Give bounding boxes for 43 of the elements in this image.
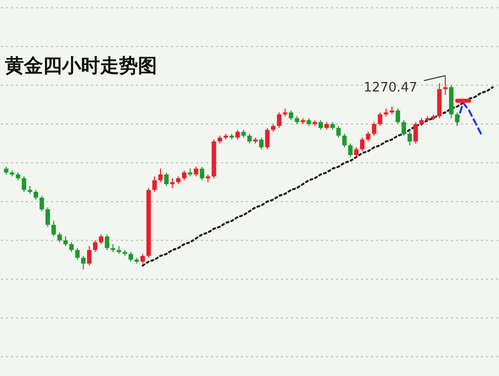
candlestick bbox=[259, 137, 264, 150]
candlestick bbox=[348, 142, 353, 158]
candlestick bbox=[98, 234, 104, 245]
candlestick bbox=[413, 122, 418, 144]
candlestick bbox=[92, 240, 98, 252]
candlestick bbox=[57, 232, 62, 243]
candlestick bbox=[182, 170, 186, 181]
candlestick bbox=[170, 178, 175, 188]
candlestick bbox=[128, 251, 134, 262]
candlestick bbox=[265, 127, 270, 150]
candlestick bbox=[81, 255, 86, 270]
candlestick bbox=[40, 195, 44, 212]
candlestick bbox=[288, 110, 294, 121]
candlestick bbox=[235, 129, 240, 140]
candlestick bbox=[75, 248, 80, 260]
candlestick bbox=[247, 133, 252, 144]
candlestick bbox=[51, 220, 56, 237]
candlestick bbox=[87, 246, 92, 266]
candlestick bbox=[396, 108, 400, 125]
candlestick bbox=[63, 236, 68, 247]
candlestick bbox=[408, 129, 412, 146]
candlestick bbox=[46, 206, 50, 228]
candlestick bbox=[200, 166, 204, 181]
candlestick bbox=[366, 131, 370, 142]
candlestick bbox=[360, 137, 364, 152]
candlestick bbox=[276, 112, 282, 128]
candlestick bbox=[104, 234, 110, 251]
candlestick bbox=[318, 120, 323, 130]
candlestick bbox=[34, 189, 38, 200]
chart-title: 黄金四小时走势图 bbox=[4, 55, 157, 77]
candlestick bbox=[152, 176, 157, 192]
annotation: 1270.47 bbox=[364, 80, 418, 96]
candlestick bbox=[372, 122, 376, 136]
candlestick bbox=[194, 166, 198, 177]
candlestick bbox=[443, 75, 448, 96]
candlestick bbox=[342, 133, 347, 148]
candlestick bbox=[140, 253, 145, 264]
candlestick bbox=[164, 172, 169, 187]
candlestick bbox=[69, 242, 74, 252]
candlestick bbox=[402, 120, 406, 136]
candlestick bbox=[354, 146, 359, 158]
candlestick bbox=[454, 112, 460, 126]
candlestick bbox=[378, 112, 382, 126]
